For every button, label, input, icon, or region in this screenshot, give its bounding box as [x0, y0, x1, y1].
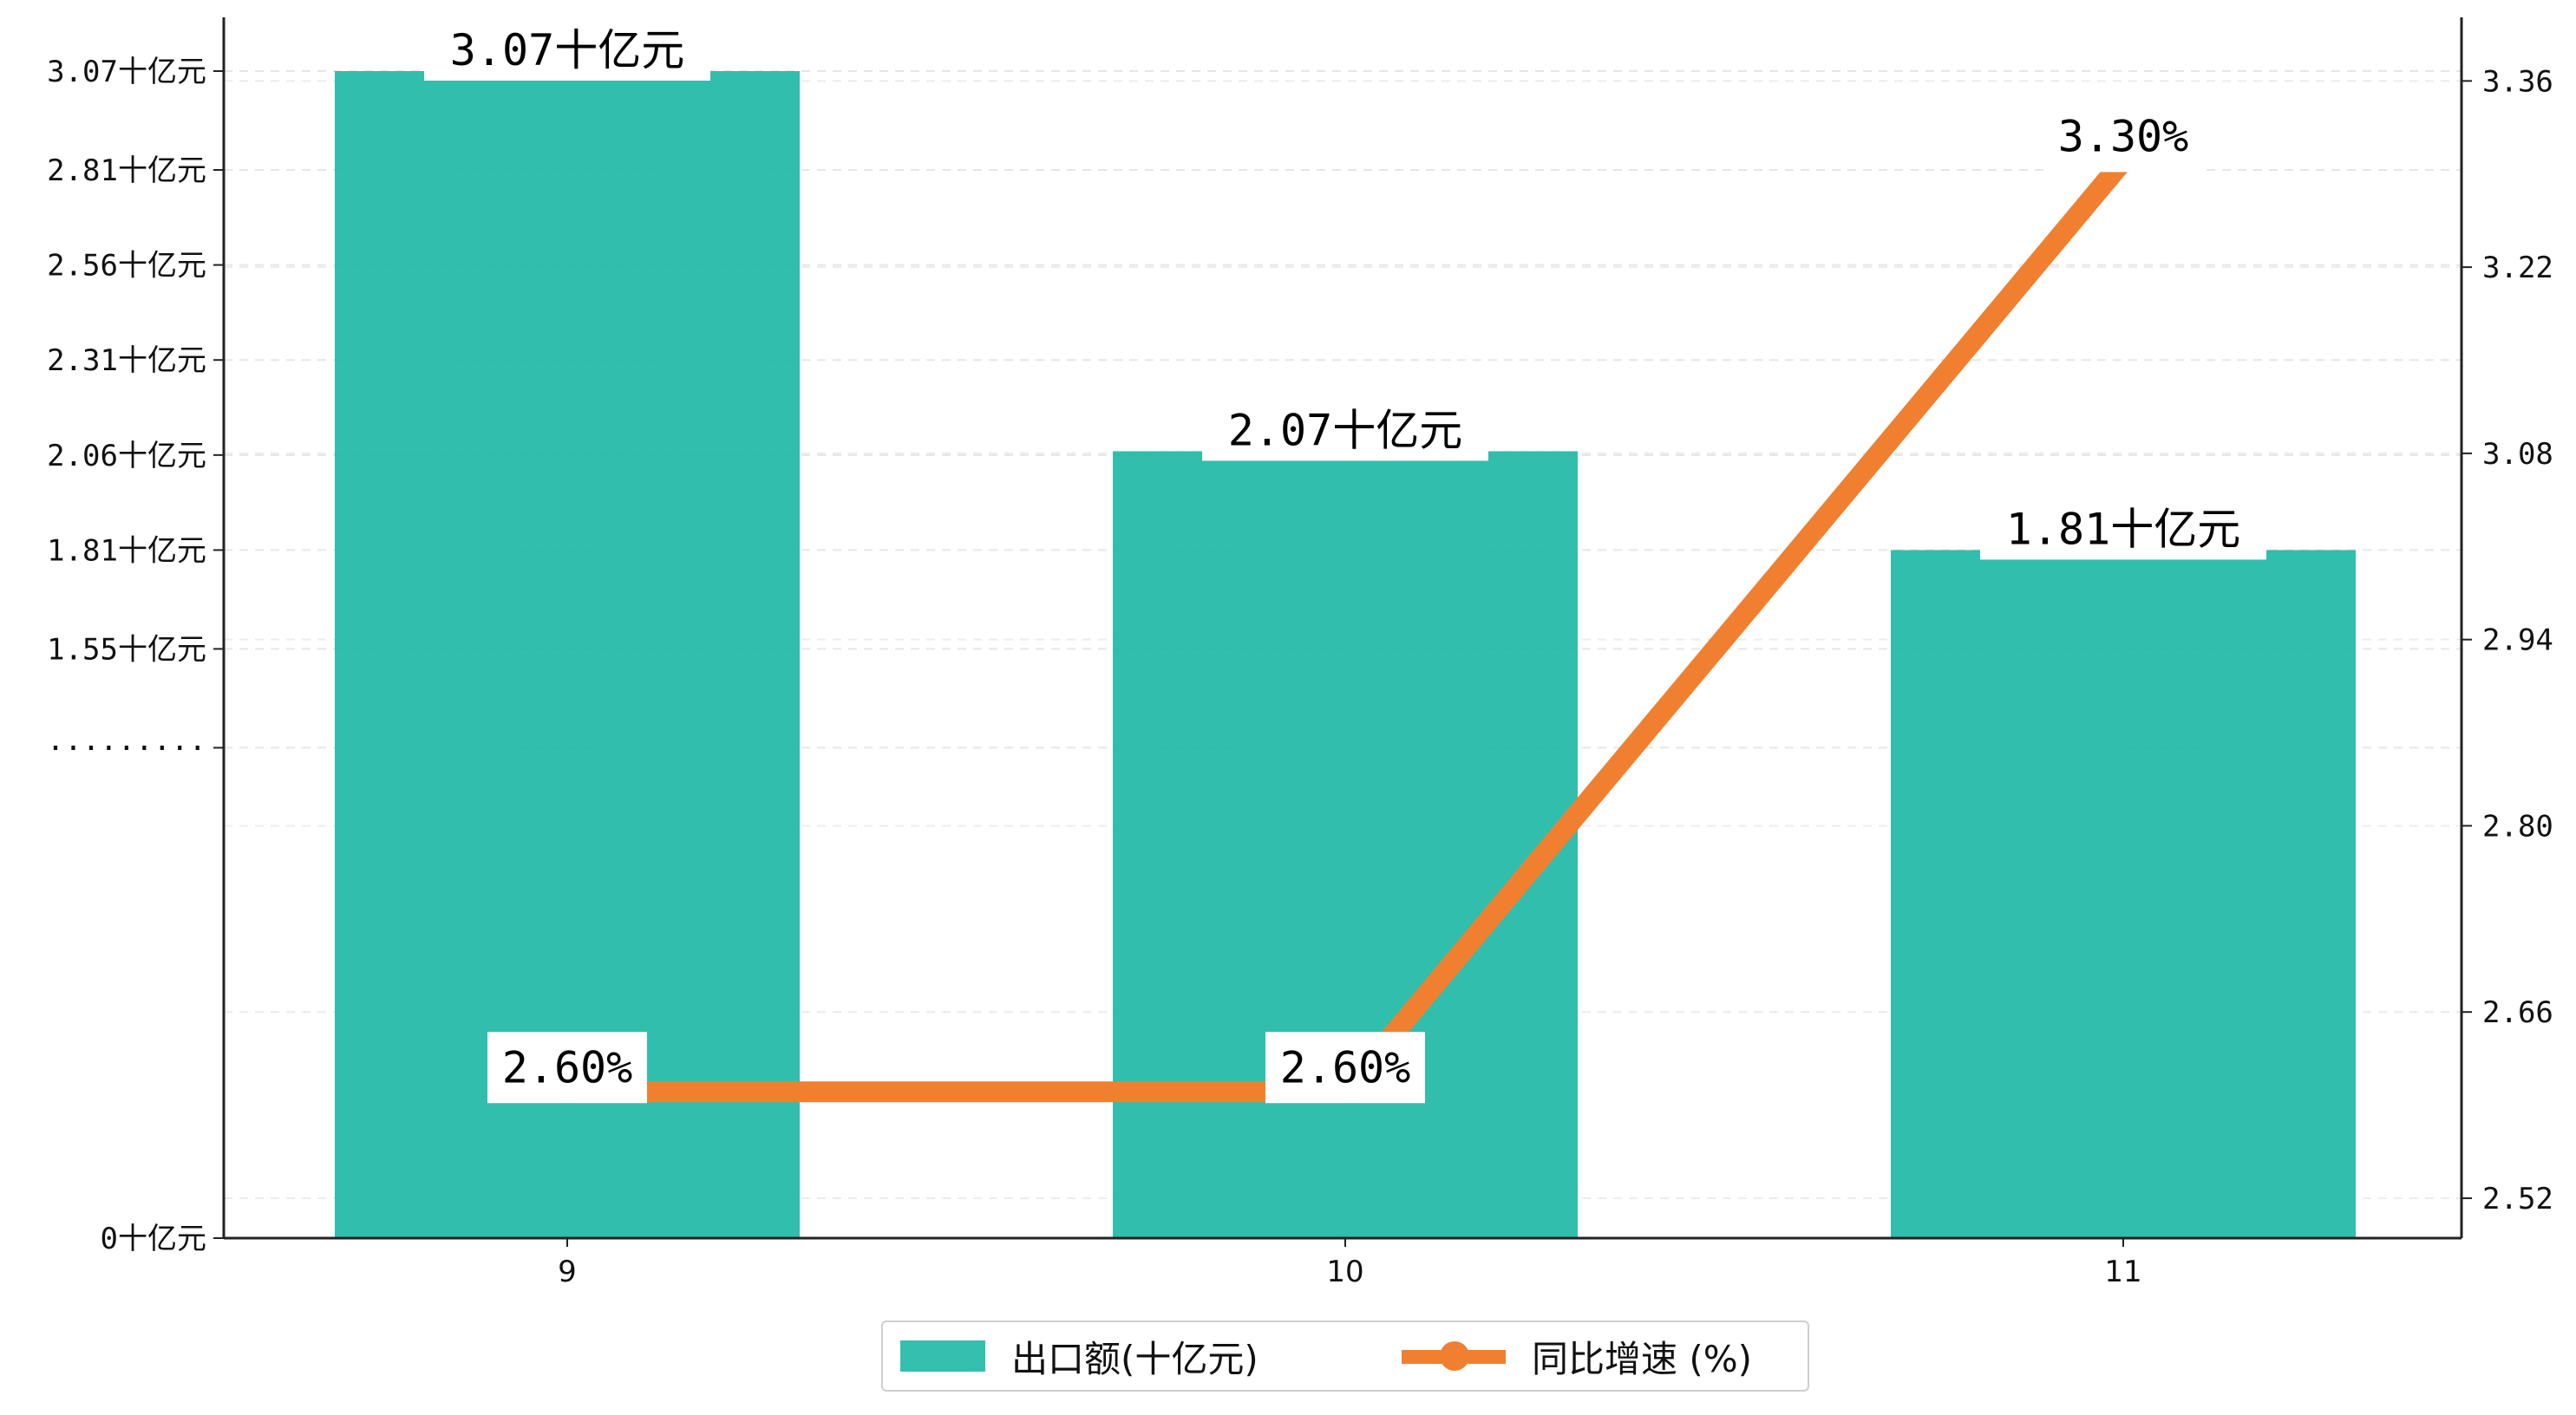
bar-11 — [1891, 550, 2356, 1238]
bar-value-label: 2.07十亿元 — [1228, 405, 1462, 455]
legend-label-line: 同比增速 (%) — [1532, 1337, 1753, 1380]
right-tick-label: 2.94 — [2482, 623, 2553, 658]
line-value-label: 3.30% — [2058, 111, 2189, 161]
x-tick-label: 9 — [558, 1255, 577, 1289]
x-tick-label: 11 — [2104, 1255, 2141, 1289]
bar-value-label: 3.07十亿元 — [450, 25, 684, 75]
line-value-label-bg — [1265, 1032, 1425, 1104]
legend-item-line: 同比增速 (%) — [1402, 1322, 1752, 1390]
legend: 出口额(十亿元) 同比增速 (%) — [881, 1320, 1809, 1392]
x-tick-label: 10 — [1326, 1255, 1363, 1289]
right-tick-label: 3.08 — [2482, 437, 2553, 472]
legend-item-bar: 出口额(十亿元) — [900, 1322, 1259, 1390]
legend-swatch-bar — [900, 1340, 985, 1372]
bar-value-label-bg — [1202, 400, 1488, 461]
left-tick-label: 2.06十亿元 — [47, 439, 206, 473]
bar-10 — [1113, 451, 1578, 1238]
right-tick-label: 2.52 — [2482, 1182, 2553, 1216]
bar-value-label-bg — [1980, 499, 2266, 560]
left-tick-label: 2.31十亿元 — [47, 343, 206, 378]
left-tick-label: 0十亿元 — [101, 1222, 206, 1256]
data-labels: 3.07十亿元 2.07十亿元 1.81十亿元 2.60% 2.60% 3.30% — [424, 20, 2266, 1104]
left-tick-label: 3.07十亿元 — [47, 55, 206, 89]
legend-swatch-line — [1402, 1340, 1506, 1372]
left-tick-label: 2.56十亿元 — [47, 249, 206, 284]
left-tick-label: ········· — [47, 731, 206, 766]
bar-value-label-bg — [424, 20, 710, 81]
axes: 0十亿元 ········· 1.55十亿元 1.81十亿元 2.06十亿元 2.31十亿… — [47, 17, 2553, 1289]
line-value-label: 2.60% — [502, 1042, 633, 1092]
legend-label-bar: 出口额(十亿元) — [1011, 1337, 1259, 1380]
bar-series — [335, 71, 2356, 1238]
right-tick-label: 3.36 — [2482, 64, 2553, 99]
right-tick-label: 2.66 — [2482, 995, 2553, 1030]
left-tick-label: 1.55十亿元 — [47, 632, 206, 667]
line-value-label-bg — [2043, 101, 2203, 173]
left-tick-label: 1.81十亿元 — [47, 533, 206, 568]
line-value-label-bg — [487, 1032, 647, 1104]
right-tick-label: 3.22 — [2482, 251, 2553, 285]
left-tick-label: 2.81十亿元 — [47, 153, 206, 188]
line-value-label: 2.60% — [1280, 1042, 1411, 1092]
bar-value-label: 1.81十亿元 — [2006, 504, 2240, 554]
right-tick-label: 2.80 — [2482, 809, 2553, 844]
